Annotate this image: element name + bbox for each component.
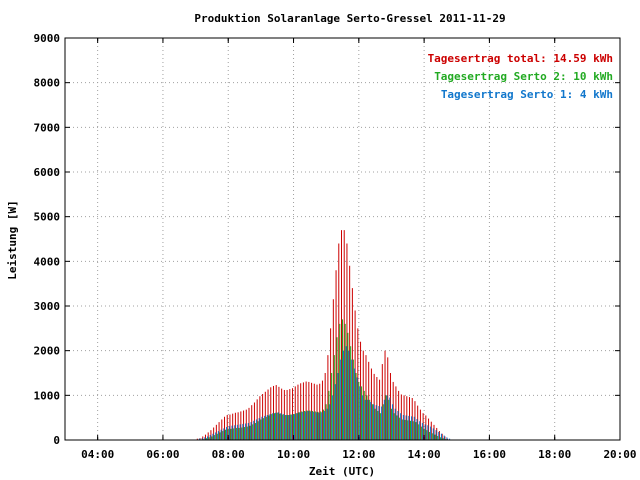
plot-frame: [64, 37, 621, 441]
x-axis-label: Zeit (UTC): [309, 465, 375, 478]
chart-title: Produktion Solaranlage Serto-Gressel 201…: [194, 12, 505, 25]
legend-entry-serto2: Tagesertrag Serto 2: 10 kWh: [434, 70, 613, 83]
y-tick-label: 0: [53, 434, 60, 447]
bars: [196, 230, 453, 440]
y-tick-label: 1000: [34, 389, 61, 402]
x-tick-label: 18:00: [538, 448, 571, 461]
x-tick-label: 12:00: [342, 448, 375, 461]
y-axis-label: Leistung [W]: [6, 200, 19, 279]
y-tick-label: 5000: [34, 211, 61, 224]
legend-entry-total: Tagesertrag total: 14.59 kWh: [428, 52, 613, 65]
y-tick-label: 8000: [34, 77, 61, 90]
legend: Tagesertrag total: 14.59 kWh Tagesertrag…: [428, 52, 613, 101]
y-tick-label: 6000: [34, 166, 61, 179]
y-tick-label: 3000: [34, 300, 61, 313]
x-tick-label: 20:00: [603, 448, 636, 461]
x-tick-label: 04:00: [81, 448, 114, 461]
x-tick-label: 10:00: [277, 448, 310, 461]
y-tick-label: 4000: [34, 255, 61, 268]
y-tick-label: 7000: [34, 121, 61, 134]
grid: [65, 38, 620, 440]
x-tick-label: 14:00: [408, 448, 441, 461]
legend-entry-serto1: Tagesertrag Serto 1: 4 kWh: [441, 88, 613, 101]
y-tick-label: 9000: [34, 32, 61, 45]
x-tick-label: 16:00: [473, 448, 506, 461]
tick-labels: 0 1000 2000 3000 4000 5000 6000 7000 8000 9000 04:…: [34, 32, 637, 461]
x-tick-label: 06:00: [146, 448, 179, 461]
y-tick-label: 2000: [34, 345, 61, 358]
x-tick-label: 08:00: [212, 448, 245, 461]
